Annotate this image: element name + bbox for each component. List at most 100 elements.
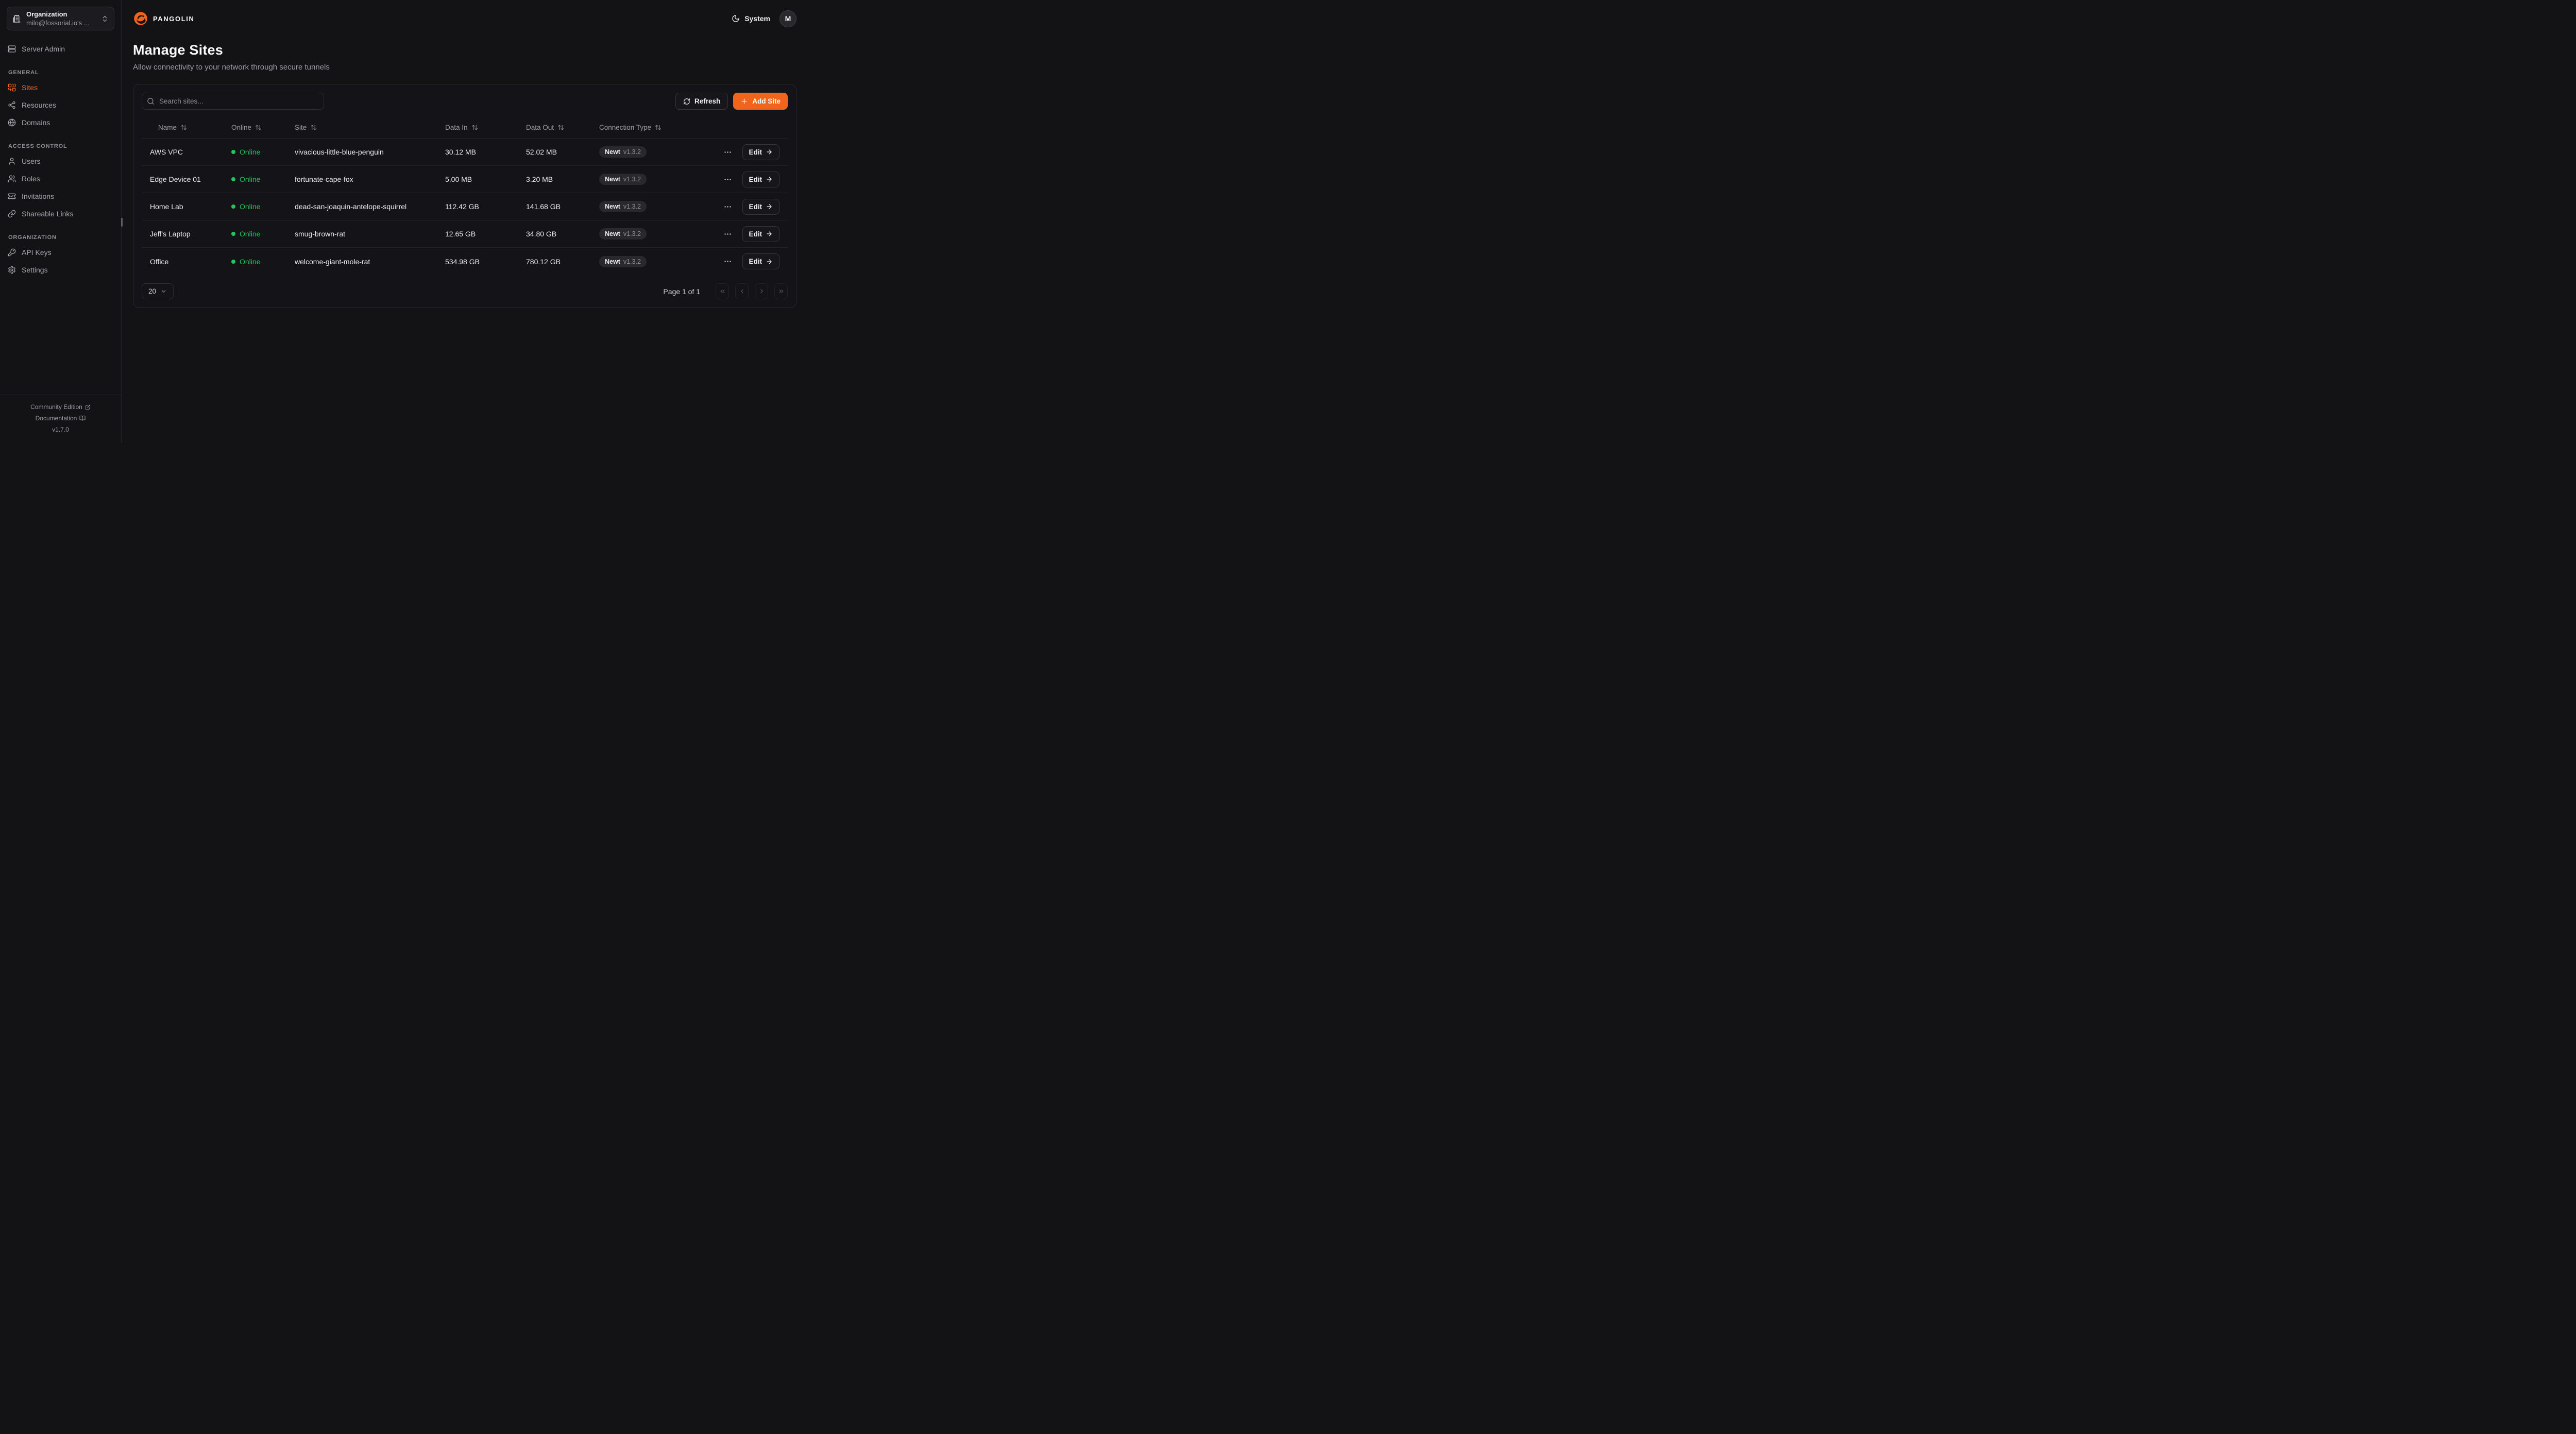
arrow-up-down-icon: [471, 124, 478, 131]
sidebar-item-label: Roles: [22, 175, 40, 183]
arrow-up-down-icon: [655, 124, 662, 131]
search-icon: [147, 97, 155, 105]
table-row: Home Lab Online dead-san-joaquin-antelop…: [142, 193, 788, 220]
row-menu-button[interactable]: [722, 147, 733, 158]
documentation-link[interactable]: Documentation: [0, 413, 121, 424]
sidebar-section-organization: ORGANIZATION: [8, 234, 57, 241]
col-header-name[interactable]: Name: [150, 124, 231, 131]
edit-button[interactable]: Edit: [742, 226, 779, 242]
avatar-initial: M: [785, 14, 791, 23]
row-menu-button[interactable]: [722, 174, 733, 185]
org-selector-label: Organization: [26, 10, 67, 18]
prev-page-button[interactable]: [735, 283, 749, 299]
last-page-button[interactable]: [774, 283, 788, 299]
site-slug: welcome-giant-mole-rat: [295, 257, 370, 266]
theme-toggle[interactable]: System: [732, 14, 770, 23]
table-header-row: Name Online Site Data In Data Out Connec…: [142, 117, 788, 139]
theme-label: System: [744, 14, 770, 23]
edit-label: Edit: [749, 148, 762, 156]
edit-label: Edit: [749, 230, 762, 238]
sidebar-item-domains[interactable]: Domains: [8, 114, 113, 131]
sites-toolbar: Refresh Add Site: [142, 93, 788, 110]
globe-icon: [8, 118, 16, 127]
org-selector[interactable]: Organization milo@fossorial.io's ...: [7, 7, 114, 30]
edit-label: Edit: [749, 202, 762, 211]
sidebar-item-api-keys[interactable]: API Keys: [8, 244, 113, 261]
page-size-value: 20: [148, 287, 157, 295]
community-edition-link[interactable]: Community Edition: [0, 401, 121, 413]
online-dot: [231, 150, 235, 154]
search-input[interactable]: [142, 93, 324, 110]
data-in: 112.42 GB: [445, 202, 479, 211]
col-header-online[interactable]: Online: [231, 124, 295, 131]
row-menu-button[interactable]: [722, 229, 733, 240]
arrow-right-icon: [766, 230, 773, 237]
site-slug: vivacious-little-blue-penguin: [295, 148, 384, 156]
chevrons-up-down-icon: [101, 15, 109, 23]
ticket-check-icon: [8, 192, 16, 200]
add-site-button[interactable]: Add Site: [733, 93, 788, 110]
avatar[interactable]: M: [779, 10, 796, 27]
refresh-button[interactable]: Refresh: [675, 93, 728, 110]
table-row: AWS VPC Online vivacious-little-blue-pen…: [142, 139, 788, 166]
chevron-down-icon: [160, 288, 167, 295]
sidebar-item-roles[interactable]: Roles: [8, 170, 113, 187]
edit-button[interactable]: Edit: [742, 253, 779, 269]
sidebar: Organization milo@fossorial.io's ... Ser…: [0, 0, 123, 443]
online-dot: [231, 232, 235, 236]
edit-button[interactable]: Edit: [742, 144, 779, 160]
col-header-connection-type[interactable]: Connection Type: [599, 124, 718, 131]
sidebar-resize-handle[interactable]: [121, 218, 123, 227]
page-size-select[interactable]: 20: [142, 283, 174, 299]
col-label: Connection Type: [599, 124, 652, 131]
col-header-site[interactable]: Site: [295, 124, 445, 131]
connection-type: Newt: [605, 258, 620, 265]
sidebar-item-sites[interactable]: Sites: [8, 79, 113, 96]
page-title: Manage Sites: [133, 42, 223, 58]
documentation-label: Documentation: [35, 415, 77, 422]
pagination-buttons: [716, 283, 788, 299]
col-header-data-in[interactable]: Data In: [445, 124, 526, 131]
arrow-right-icon: [766, 258, 773, 265]
community-edition-label: Community Edition: [30, 403, 82, 411]
site-name: AWS VPC: [150, 148, 183, 156]
sidebar-item-invitations[interactable]: Invitations: [8, 187, 113, 205]
edit-button[interactable]: Edit: [742, 171, 779, 187]
table-row: Office Online welcome-giant-mole-rat 534…: [142, 248, 788, 275]
search-wrap: [142, 93, 324, 110]
book-open-icon: [79, 415, 86, 421]
sidebar-item-settings[interactable]: Settings: [8, 261, 113, 279]
site-slug: fortunate-cape-fox: [295, 175, 353, 183]
sidebar-section-general: GENERAL: [8, 70, 39, 76]
refresh-icon: [683, 98, 690, 105]
ellipsis-icon: [723, 202, 732, 211]
sidebar-item-shareable-links[interactable]: Shareable Links: [8, 205, 113, 223]
sites-card: Refresh Add Site Name Online: [133, 84, 796, 308]
first-page-button[interactable]: [716, 283, 729, 299]
sidebar-item-resources[interactable]: Resources: [8, 96, 113, 114]
sidebar-nav: Server Admin GENERAL Sites Resources Dom…: [0, 37, 121, 279]
sidebar-item-users[interactable]: Users: [8, 152, 113, 170]
next-page-button[interactable]: [755, 283, 768, 299]
chevron-left-icon: [739, 288, 745, 295]
row-menu-button[interactable]: [722, 201, 733, 212]
resources-icon: [8, 101, 16, 109]
connection-type: Newt: [605, 176, 620, 183]
row-menu-button[interactable]: [722, 256, 733, 267]
site-slug: smug-brown-rat: [295, 230, 346, 238]
arrow-right-icon: [766, 176, 773, 183]
key-icon: [8, 248, 16, 257]
ellipsis-icon: [723, 230, 732, 238]
edit-button[interactable]: Edit: [742, 198, 779, 215]
page-status: Page 1 of 1: [663, 287, 700, 296]
edit-label: Edit: [749, 175, 762, 183]
status-badge: Online: [240, 257, 261, 266]
app-version: v1.7.0: [52, 426, 69, 433]
data-out: 141.68 GB: [526, 202, 561, 211]
col-label: Name: [158, 124, 177, 131]
sidebar-item-server-admin[interactable]: Server Admin: [8, 40, 113, 58]
col-header-data-out[interactable]: Data Out: [526, 124, 599, 131]
connection-type-badge: Newt v1.3.2: [599, 174, 647, 185]
server-icon: [8, 45, 16, 53]
col-label: Site: [295, 124, 307, 131]
